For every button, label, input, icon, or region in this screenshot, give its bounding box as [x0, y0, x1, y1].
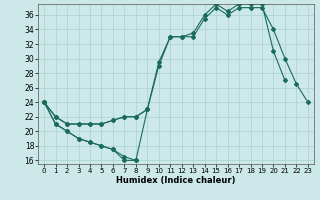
X-axis label: Humidex (Indice chaleur): Humidex (Indice chaleur): [116, 176, 236, 185]
